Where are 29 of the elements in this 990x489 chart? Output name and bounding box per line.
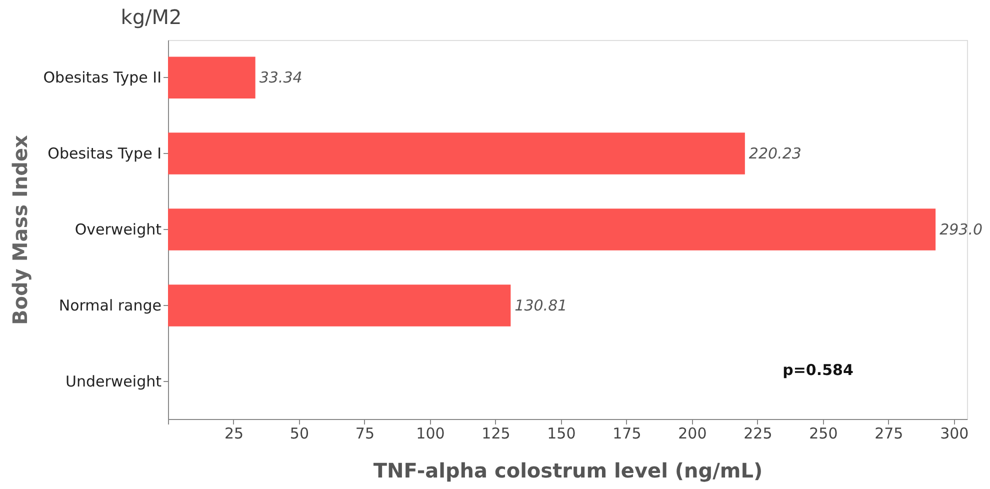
x-tick-label: 200	[678, 424, 707, 442]
x-tick-label: 75	[355, 424, 375, 442]
y-tick-label: Obesitas Type II	[43, 68, 162, 87]
x-tick-label: 150	[547, 424, 576, 442]
data-label: 33.34	[259, 68, 302, 87]
bar	[168, 132, 745, 174]
data-label: 130.81	[514, 296, 568, 314]
annotation: p=0.584	[782, 361, 854, 379]
y-tick-label: Overweight	[74, 220, 162, 238]
x-tick-label: 225	[744, 424, 772, 442]
x-tick-label: 275	[874, 424, 904, 442]
x-tick-label: 100	[416, 424, 445, 442]
x-axis-title: TNF-alpha colostrum level (ng/mL)	[373, 458, 763, 482]
x-tick-label: 250	[809, 424, 838, 442]
chart-title: kg/M2	[120, 5, 182, 29]
data-label: 293.0	[940, 220, 983, 238]
bar	[168, 208, 936, 250]
x-tick-label: 25	[224, 424, 244, 442]
data-label: 220.23	[748, 144, 802, 163]
x-tick-label: 125	[482, 424, 510, 442]
x-tick-label: 50	[290, 424, 310, 442]
y-tick-label: Obesitas Type I	[48, 144, 162, 163]
y-tick-label: Normal range	[58, 296, 162, 314]
bar	[168, 284, 511, 326]
x-tick-label: 175	[612, 424, 642, 442]
y-tick-label: Underweight	[66, 372, 162, 390]
y-axis-title: Body Mass Index	[8, 134, 32, 325]
x-tick-label: 300	[940, 424, 969, 442]
bar	[168, 56, 256, 98]
